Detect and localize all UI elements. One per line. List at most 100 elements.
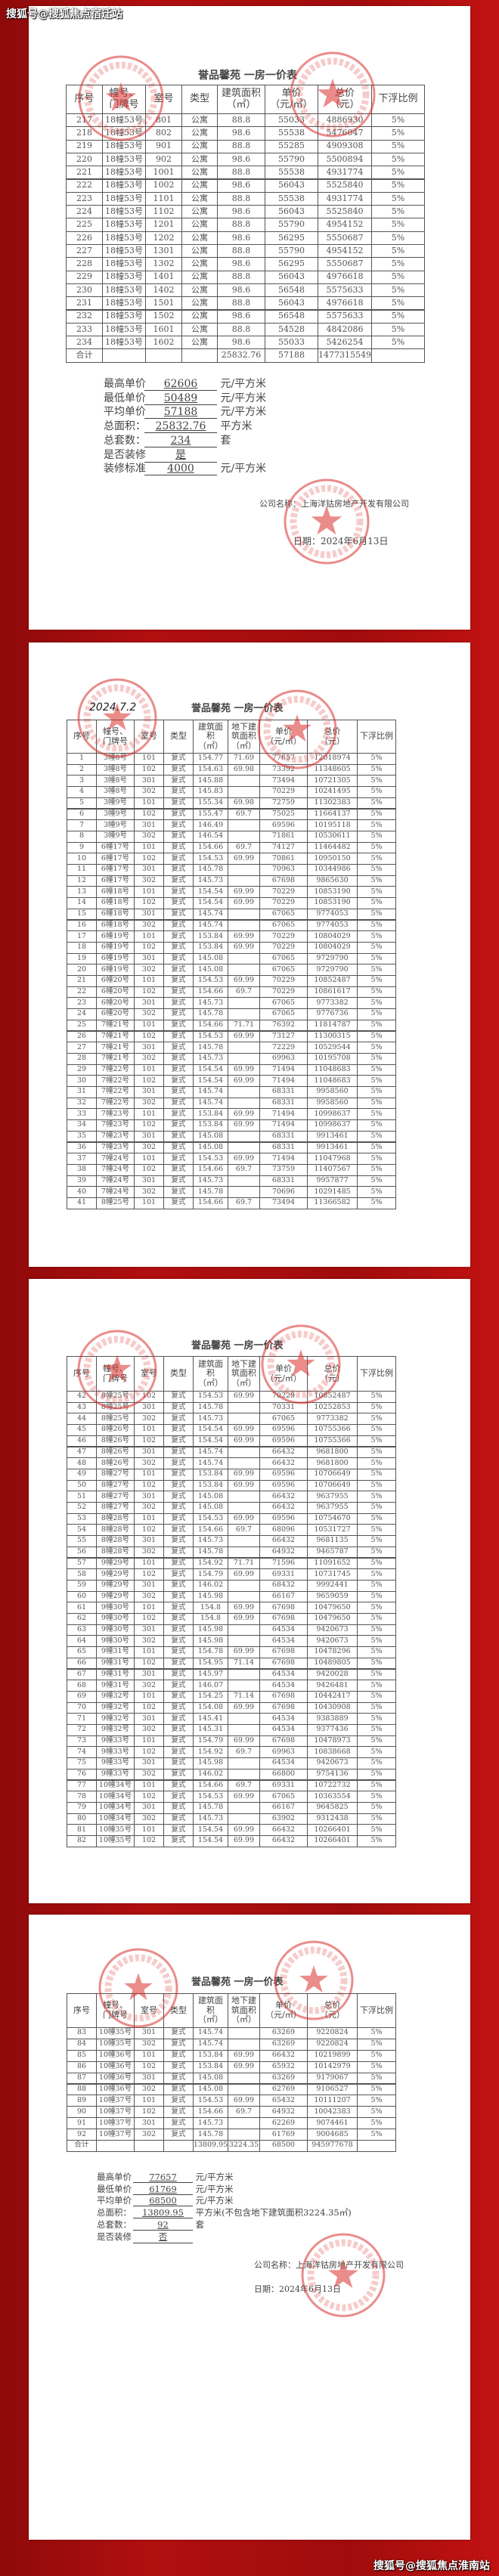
- table-cell: 98.6: [217, 178, 265, 193]
- table-cell: 7幢23号: [96, 1108, 135, 1121]
- table-cell: 88.8: [217, 113, 265, 128]
- table-cell: 复式: [163, 1701, 194, 1714]
- table-cell: 69.99: [228, 1824, 260, 1836]
- table-cell: 66432: [259, 1457, 308, 1469]
- table-cell: 154.08: [193, 1701, 228, 1714]
- table-cell: 复式: [163, 1042, 194, 1054]
- table-cell: 301: [134, 1757, 164, 1769]
- table-cell: [145, 348, 182, 363]
- table-cell: 11348605: [307, 763, 358, 776]
- page-2-title: 誉品馨苑 一房一价表: [191, 703, 284, 714]
- page-1-company: 公司名称：上海洋钴房地产开发有限公司: [259, 499, 409, 509]
- table-cell: 145.08: [193, 1141, 228, 1154]
- table-cell: 218: [66, 126, 103, 141]
- table-cell: 复式: [163, 775, 194, 788]
- table-cell: 6幢19号: [96, 952, 135, 965]
- table-cell: 5%: [371, 309, 425, 324]
- summary-line: 总套数： 92 套: [97, 2218, 204, 2231]
- table-cell: 301: [134, 2027, 164, 2039]
- table-cell: 10幢35号: [96, 1835, 135, 1847]
- table-cell: 301: [134, 775, 164, 788]
- table-cell: 9幢29号: [96, 1568, 135, 1581]
- table-cell: 复式: [163, 1590, 194, 1603]
- table-cell: 10531727: [307, 1524, 358, 1537]
- summary-label: 平均单价: [104, 406, 146, 419]
- table-cell: 18幢53号: [102, 218, 146, 232]
- table-cell: 145.73: [193, 875, 228, 887]
- table-cell: 69.99: [228, 853, 260, 865]
- table-cell: 302: [134, 1635, 164, 1648]
- table-cell: 8幢25号: [96, 1197, 135, 1209]
- table-cell: 9106527: [307, 2083, 358, 2096]
- table-cell: 69.98: [228, 763, 260, 776]
- summary-line: 总面积： 13809.95 平方米(不包含地下建筑面积3224.35㎡): [97, 2206, 352, 2219]
- table-cell: 复式: [163, 1824, 194, 1836]
- table-cell: 7幢21号: [96, 1042, 135, 1054]
- table-cell: 9681800: [307, 1457, 358, 1469]
- table-cell: 10430908: [307, 1701, 358, 1714]
- table-cell: 10852487: [307, 975, 358, 987]
- table-cell: [228, 1624, 260, 1636]
- table-cell: 复式: [163, 1835, 194, 1847]
- table-cell: 73494: [259, 1197, 308, 1209]
- table-cell: 14: [67, 897, 97, 909]
- table-cell: 9774053: [307, 919, 358, 932]
- table-cell: 5%: [357, 941, 396, 954]
- table-cell: 10479650: [307, 1602, 358, 1614]
- table-cell: 230: [66, 283, 103, 298]
- table-cell: 101: [134, 753, 164, 765]
- table-cell: 36: [67, 1141, 97, 1154]
- table-cell: 15: [67, 908, 97, 921]
- summary-value: 92: [133, 2219, 193, 2231]
- table-cell: 63902: [259, 1813, 308, 1825]
- table-cell: 55285: [265, 139, 318, 153]
- table-cell: 76392: [259, 1019, 308, 1032]
- table-cell: 69.7: [228, 1163, 260, 1176]
- table-cell: 10幢36号: [96, 2072, 135, 2085]
- table-cell: 145.73: [193, 1813, 228, 1825]
- table-cell: 复式: [163, 1163, 194, 1176]
- summary-value: 是: [144, 447, 217, 463]
- table-cell: [228, 1680, 260, 1692]
- table-cell: 63269: [259, 2038, 308, 2051]
- table-cell: 复式: [163, 1086, 194, 1098]
- table-cell: 101: [134, 1468, 164, 1481]
- table-cell: 154.66: [193, 1197, 228, 1209]
- table-cell: 复式: [163, 1097, 194, 1110]
- table-cell: 1: [67, 753, 97, 765]
- table-cell: 145.74: [193, 1457, 228, 1469]
- table-cell: 154.53: [193, 853, 228, 865]
- table-cell: 69596: [259, 1479, 308, 1492]
- table-cell: 复式: [163, 1568, 194, 1581]
- table-cell: 56295: [265, 231, 318, 245]
- table-cell: 945977678: [307, 2140, 358, 2152]
- table-cell: 101: [134, 1646, 164, 1658]
- table-cell: 101: [134, 2095, 164, 2107]
- summary-line: 最低单价 61769 元/平方米: [97, 2183, 234, 2195]
- table-cell: 74: [67, 1746, 97, 1759]
- table-cell: 68331: [259, 1130, 308, 1143]
- table-cell: 69.99: [228, 1153, 260, 1165]
- table-cell: 145.08: [193, 1502, 228, 1514]
- table-cell: 5%: [357, 2049, 396, 2062]
- table-cell: 61: [67, 1602, 97, 1614]
- table-cell: 4954152: [318, 218, 372, 232]
- table-cell: 公寓: [181, 113, 218, 128]
- table-cell: 7幢24号: [96, 1186, 135, 1198]
- table-cell: 6幢18号: [96, 886, 135, 899]
- table-cell: 98.6: [217, 126, 265, 141]
- table-cell: 11300315: [307, 1030, 358, 1043]
- table-cell: 71861: [259, 830, 308, 843]
- table-cell: 复式: [163, 1546, 194, 1559]
- table-cell: 145.74: [193, 2027, 228, 2039]
- table-cell: 69.99: [228, 1064, 260, 1076]
- table-cell: 71.14: [228, 1657, 260, 1670]
- table-cell: 5%: [357, 1502, 396, 1514]
- table-cell: 1001: [145, 166, 182, 180]
- table-cell: 5%: [357, 1401, 396, 1414]
- table-cell: 802: [145, 126, 182, 141]
- table-cell: 72759: [259, 797, 308, 810]
- table-cell: 合计: [67, 2140, 97, 2152]
- table-cell: 5%: [357, 1568, 396, 1581]
- table-cell: 59: [67, 1579, 97, 1592]
